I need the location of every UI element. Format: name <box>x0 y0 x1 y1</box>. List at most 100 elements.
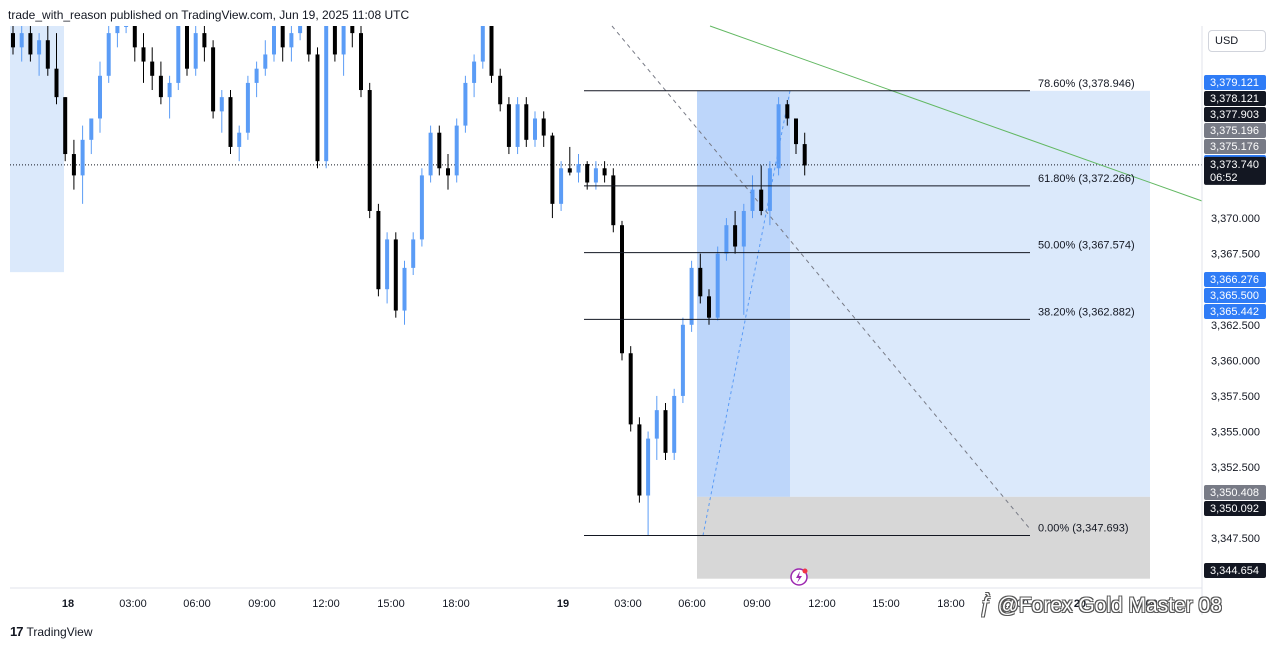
price-badge-label: 3,375.176 <box>1210 141 1259 153</box>
bullish-candle <box>324 26 329 169</box>
bullish-candle <box>646 431 651 536</box>
price-badge-label: 3,378.121 <box>1210 93 1259 105</box>
bearish-candle <box>141 33 146 83</box>
misc-markers <box>790 568 808 586</box>
candle-body <box>350 26 355 34</box>
price-badge-bg <box>1204 485 1266 500</box>
bullish-candle <box>298 26 303 41</box>
fib-level-label: 0.00% (3,347.693) <box>1038 522 1129 534</box>
candle-body <box>11 33 15 48</box>
bullish-candle <box>515 97 520 155</box>
candle-body <box>393 239 398 311</box>
bearish-candle <box>602 161 607 183</box>
bullish-candle <box>254 61 259 98</box>
candle-body <box>428 132 433 176</box>
price-tick-label: 3,360.000 <box>1211 355 1260 367</box>
left-zone-box <box>10 26 64 273</box>
tradingview-logo[interactable]: 17 TradingView <box>10 624 93 639</box>
bullish-candle <box>654 395 659 460</box>
candle-body <box>132 26 137 48</box>
bullish-candle <box>680 317 685 404</box>
bearish-candle <box>524 97 529 147</box>
price-badge-bg <box>1204 75 1266 90</box>
candle-body <box>280 26 285 48</box>
candle-body <box>602 168 607 176</box>
candle-body <box>767 168 772 211</box>
bullish-candle <box>472 54 477 98</box>
bullish-candle <box>193 26 198 76</box>
candle-body <box>272 26 276 55</box>
candle-body <box>359 33 363 91</box>
candle-body <box>741 210 746 247</box>
currency-selector-button[interactable]: USD <box>1208 30 1266 52</box>
bullish-candle <box>245 75 250 140</box>
candle-body <box>263 54 268 69</box>
candle-body <box>45 40 50 69</box>
candles <box>11 26 807 536</box>
price-badge-label: 3,350.408 <box>1210 487 1259 499</box>
candle-body <box>437 132 442 169</box>
price-tick-label: 3,370.000 <box>1211 213 1260 225</box>
price-badge: 3,365.500 <box>1204 288 1266 303</box>
bearish-candle <box>637 417 642 503</box>
candle-body <box>419 175 424 240</box>
bullish-candle <box>385 232 390 304</box>
time-tick-label: 03:00 <box>614 598 642 610</box>
bearish-candle <box>733 210 738 254</box>
bearish-candle <box>350 26 355 48</box>
candle-body <box>794 118 798 145</box>
bearish-candle <box>802 132 807 176</box>
current-price-label: 3,373.740 <box>1210 159 1259 171</box>
bullish-candle <box>767 161 772 226</box>
bearish-candle <box>759 165 764 216</box>
candle-body <box>585 164 590 183</box>
candle-body <box>54 68 59 98</box>
bullish-candle <box>272 26 276 62</box>
bearish-candle <box>620 220 624 361</box>
candle-body <box>689 267 694 325</box>
fib-level-label: 61.80% (3,372.266) <box>1038 173 1135 185</box>
candle-body <box>71 154 76 176</box>
price-tick-label: 3,347.500 <box>1211 533 1260 545</box>
candle-body <box>211 47 216 112</box>
fib-level-label: 38.20% (3,362.882) <box>1038 306 1135 318</box>
time-axis: 18 03:00 06:00 09:00 12:00 15:00 18:00 19 03:00 0… <box>10 587 1202 610</box>
bearish-candle <box>628 346 633 432</box>
candle-body <box>802 144 807 166</box>
bullish-candle <box>402 260 407 325</box>
candle-body <box>332 26 337 55</box>
candle-body <box>289 33 294 48</box>
bearish-candle <box>202 26 207 62</box>
candle-body <box>567 168 572 173</box>
bearish-candle <box>63 97 68 162</box>
green-trendline <box>709 25 1203 202</box>
price-badge: 3,366.276 <box>1204 272 1266 287</box>
candle-body <box>506 104 511 147</box>
bearish-candle <box>611 168 616 233</box>
candle-body <box>237 132 242 147</box>
candle-body <box>245 82 250 133</box>
position-boxes <box>10 26 1150 579</box>
event-lightning-icon <box>790 568 808 586</box>
candle-body <box>672 395 677 453</box>
candle-body <box>402 267 407 311</box>
candle-body <box>480 26 485 62</box>
bullish-candle <box>689 260 694 332</box>
candle-body <box>541 118 546 136</box>
candle-body <box>759 189 764 211</box>
price-badge-bg <box>1204 107 1266 122</box>
candle-body <box>654 410 659 439</box>
candle-body <box>341 26 346 55</box>
price-tick-label: 3,352.500 <box>1211 462 1260 474</box>
dashed-trendline <box>611 25 1031 530</box>
bearish-candle <box>446 154 450 190</box>
event-marker-bolt <box>796 571 802 583</box>
bullish-candle <box>576 154 581 183</box>
bullish-candle <box>106 26 111 83</box>
bullish-candle <box>237 125 242 162</box>
bearish-candle <box>393 232 398 318</box>
bullish-candle <box>750 175 755 219</box>
time-tick-label: 03:00 <box>119 598 147 610</box>
bearish-candle <box>376 203 381 297</box>
